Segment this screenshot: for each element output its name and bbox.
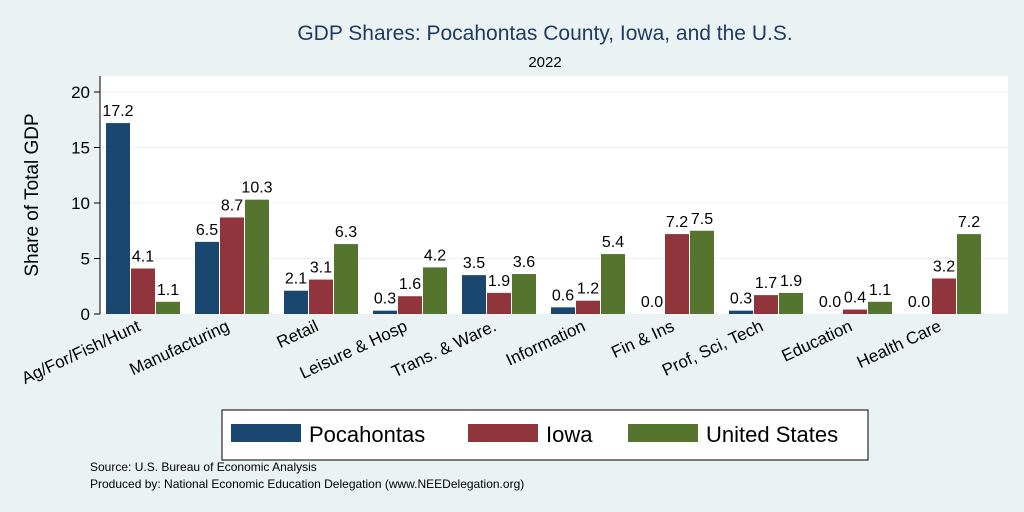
- data-label: 0.6: [552, 287, 574, 304]
- data-label: 0.3: [374, 291, 396, 308]
- category-label: Health Care: [854, 316, 944, 372]
- legend-swatch: [628, 424, 698, 442]
- bar: [843, 309, 867, 314]
- bar: [665, 234, 689, 314]
- category-label: Ag/For/Fish/Hunt: [19, 316, 144, 388]
- produced-by-note: Produced by: National Economic Education…: [90, 477, 524, 491]
- data-label: 7.5: [691, 211, 713, 228]
- bar: [334, 244, 358, 314]
- bar: [373, 310, 397, 314]
- source-note: Source: U.S. Bureau of Economic Analysis: [90, 460, 317, 474]
- data-label: 6.3: [335, 224, 357, 241]
- bar: [462, 275, 486, 314]
- data-label: 1.9: [780, 273, 802, 290]
- bar: [398, 296, 422, 314]
- chart-title: GDP Shares: Pocahontas County, Iowa, and…: [297, 22, 792, 45]
- data-label: 1.1: [869, 282, 891, 299]
- data-label: 4.2: [424, 247, 446, 264]
- bar: [284, 290, 308, 314]
- data-label: 1.2: [577, 281, 599, 298]
- data-labels: 17.24.11.16.58.710.32.13.16.30.31.64.2 3.…: [102, 103, 980, 311]
- legend-box: [221, 409, 869, 461]
- data-label: 8.7: [221, 197, 243, 214]
- data-label: 6.5: [196, 222, 218, 239]
- bar: [729, 310, 753, 314]
- category-label: Fin & Ins: [608, 316, 677, 362]
- category-label: Information: [503, 316, 588, 369]
- bar: [487, 292, 511, 314]
- bar: [156, 301, 180, 314]
- data-label: 0.0: [819, 294, 841, 311]
- data-label: 4.1: [132, 248, 154, 265]
- y-axis-ticks: 0 5 10 15 20: [71, 83, 100, 324]
- chart-subtitle: 2022: [528, 54, 561, 71]
- data-label: 0.3: [730, 291, 752, 308]
- bar: [690, 230, 714, 314]
- data-label: 3.6: [513, 254, 535, 271]
- data-label: 7.2: [666, 214, 688, 231]
- data-label: 2.1: [285, 271, 307, 288]
- bar: [868, 301, 892, 314]
- data-label: 5.4: [602, 234, 624, 251]
- data-label: 1.1: [157, 282, 179, 299]
- legend-swatch: [231, 424, 301, 442]
- category-label: Retail: [274, 316, 321, 352]
- data-label: 7.2: [958, 214, 980, 231]
- bar: [195, 241, 219, 314]
- bar: [423, 267, 447, 314]
- bar: [245, 199, 269, 314]
- data-label: 0.4: [844, 290, 866, 307]
- legend: Pocahontas Iowa United States: [221, 409, 869, 461]
- y-tick-label: 10: [71, 194, 90, 213]
- category-label: Prof, Sci, Tech: [659, 316, 766, 379]
- bar: [106, 123, 130, 314]
- data-label: 10.3: [241, 180, 272, 197]
- y-tick-label: 20: [71, 83, 90, 102]
- data-label: 17.2: [102, 103, 133, 120]
- data-label: 1.9: [488, 273, 510, 290]
- data-label: 0.0: [641, 294, 663, 311]
- data-label: 1.6: [399, 276, 421, 293]
- legend-label: United States: [706, 422, 838, 447]
- bar: [512, 274, 536, 314]
- data-label: 1.7: [755, 275, 777, 292]
- category-label: Education: [779, 316, 856, 365]
- data-label: 3.1: [310, 260, 332, 277]
- data-label: 0.0: [908, 294, 930, 311]
- y-axis-label: Share of Total GDP: [22, 113, 43, 276]
- legend-label: Pocahontas: [309, 422, 425, 447]
- bar: [779, 292, 803, 314]
- bar: [601, 254, 625, 314]
- legend-swatch: [468, 424, 538, 442]
- y-tick-label: 5: [81, 250, 90, 269]
- bar: [309, 279, 333, 314]
- bar: [220, 217, 244, 314]
- bar: [551, 307, 575, 314]
- y-tick-label: 0: [81, 305, 90, 324]
- legend-label: Iowa: [546, 422, 593, 447]
- y-tick-label: 15: [71, 139, 90, 158]
- bars: [106, 123, 981, 314]
- bar: [131, 268, 155, 314]
- bar: [957, 234, 981, 314]
- bar: [754, 295, 778, 314]
- data-label: 3.2: [933, 258, 955, 275]
- bar: [576, 300, 600, 314]
- data-label: 3.5: [463, 255, 485, 272]
- category-label: Manufacturing: [127, 316, 233, 379]
- bar: [932, 278, 956, 314]
